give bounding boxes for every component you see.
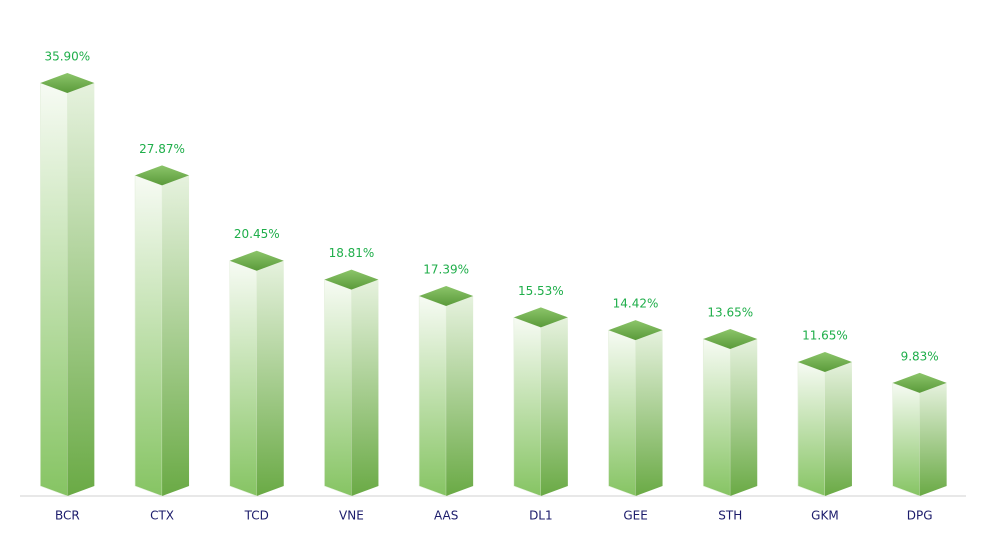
bar bbox=[702, 328, 758, 497]
value-label: 11.65% bbox=[802, 328, 848, 342]
x-tick-label: AAS bbox=[434, 509, 458, 523]
x-tick-label: TCD bbox=[244, 509, 269, 523]
value-label: 14.42% bbox=[613, 297, 659, 311]
bar-top bbox=[513, 307, 568, 328]
bar-left-face bbox=[702, 338, 731, 497]
bar-right-face bbox=[351, 279, 379, 496]
bar-left-face bbox=[324, 279, 352, 497]
value-label: 9.83% bbox=[901, 349, 939, 363]
bar bbox=[608, 320, 663, 497]
bar-top bbox=[324, 269, 379, 290]
bar-right-face bbox=[256, 260, 284, 496]
x-tick-label: GKM bbox=[811, 509, 839, 523]
bar-top bbox=[608, 320, 663, 341]
bar bbox=[418, 285, 474, 497]
x-tick-label: STH bbox=[718, 509, 742, 523]
bar-right-face bbox=[635, 330, 663, 496]
value-label: 13.65% bbox=[707, 305, 753, 319]
bar-top bbox=[703, 328, 758, 349]
bar-right-face bbox=[162, 175, 190, 497]
x-tick-label: DPG bbox=[907, 509, 933, 523]
bar-left-face bbox=[134, 174, 163, 497]
bar-left-face bbox=[418, 295, 447, 497]
x-tick-label: DL1 bbox=[529, 509, 553, 523]
bar-left-face bbox=[608, 329, 636, 497]
value-label: 35.90% bbox=[44, 50, 90, 64]
bar bbox=[892, 372, 947, 497]
bar-left-face bbox=[229, 260, 258, 497]
value-label: 17.39% bbox=[423, 262, 469, 276]
bar bbox=[229, 250, 284, 497]
bar-left-face bbox=[40, 82, 68, 497]
value-label: 15.53% bbox=[518, 284, 564, 298]
value-label: 18.81% bbox=[329, 246, 375, 260]
bar-right-face bbox=[824, 361, 852, 496]
bar bbox=[797, 351, 852, 497]
x-tick-label: CTX bbox=[150, 509, 174, 523]
bar bbox=[40, 73, 95, 497]
bar-left-face bbox=[797, 361, 826, 497]
x-tick-label: GEE bbox=[623, 509, 647, 523]
bar-left-face bbox=[513, 316, 542, 497]
bar-top bbox=[419, 285, 474, 306]
bar-top bbox=[892, 372, 947, 393]
bar-top bbox=[229, 250, 284, 271]
bar-top bbox=[40, 73, 95, 93]
bar bbox=[324, 269, 379, 497]
bar-right-face bbox=[919, 382, 947, 496]
x-tick-label: BCR bbox=[55, 509, 80, 523]
bar-right-face bbox=[67, 83, 95, 496]
bar-right-face bbox=[730, 338, 758, 496]
bar-top bbox=[135, 165, 190, 186]
bar-right-face bbox=[446, 295, 474, 496]
bar-left-face bbox=[892, 382, 920, 497]
bar bbox=[513, 307, 568, 497]
bar-right-face bbox=[540, 317, 568, 496]
value-label: 27.87% bbox=[139, 142, 185, 156]
x-tick-label: VNE bbox=[339, 509, 364, 523]
bar bbox=[134, 165, 190, 497]
bar-top bbox=[797, 351, 852, 372]
value-label: 20.45% bbox=[234, 227, 280, 241]
